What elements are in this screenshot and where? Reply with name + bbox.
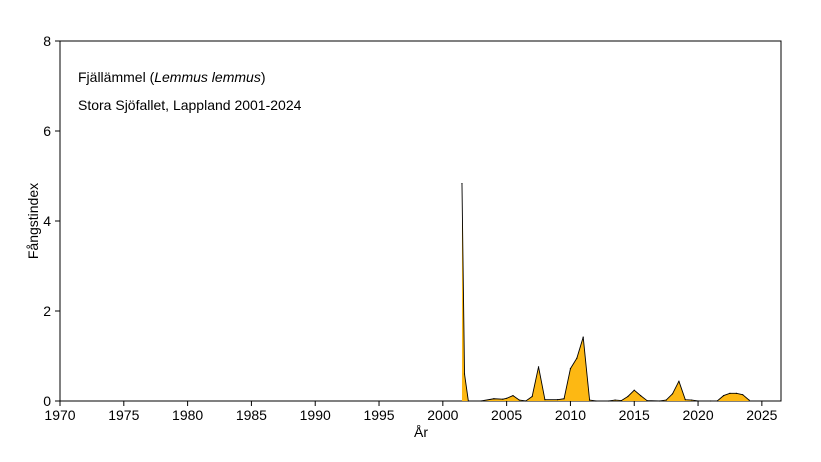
x-tick-label: 1980 [172,407,203,423]
x-tick-label: 1990 [300,407,331,423]
data-point [678,380,680,382]
data-point [557,399,559,401]
x-tick-label: 1985 [236,407,267,423]
y-tick-label: 6 [43,123,51,139]
x-tick-label: 1975 [108,407,139,423]
data-point [646,399,648,402]
x-tick-label: 2025 [746,407,777,423]
x-tick-label: 2005 [491,407,522,423]
x-tick-label: 2010 [555,407,586,423]
annotation-site: Stora Sjöfallet, Lappland 2001-2024 [78,97,302,113]
data-point [640,395,642,397]
data-point [588,399,591,401]
x-tick-label: 2015 [619,407,650,423]
x-axis: 1970 1975 1980 1985 1990 1995 2000 2005 2010 2015… [44,401,778,423]
annotation-species: Fjällämmel (Lemmus lemmus) [78,69,266,85]
data-point [512,395,514,397]
data-point [627,395,629,398]
x-tick-label: 2000 [427,407,458,423]
data-point [544,399,546,401]
y-tick-label: 0 [43,393,51,409]
data-point [735,392,737,394]
x-tick-label: 1995 [363,407,394,423]
data-point [502,398,504,400]
data-point [748,399,750,401]
data-point [608,400,610,402]
data-point [684,399,686,401]
data-point [659,400,661,402]
data-point [582,336,584,338]
data-point [463,373,466,375]
series-layer [461,183,750,402]
data-point [525,400,527,402]
data-point [620,399,623,402]
data-point [518,399,521,401]
data-point [691,399,693,401]
data-point [506,397,508,399]
data-point [742,394,744,396]
data-point [722,395,725,397]
data-point [467,400,469,402]
y-axis-title: Fångstindex [25,183,41,259]
data-point [633,389,635,391]
data-point [531,395,533,398]
data-point [493,398,495,400]
data-point [576,357,578,359]
x-tick-label: 2020 [682,407,713,423]
y-tick-label: 2 [43,303,51,319]
y-tick-label: 4 [43,213,51,229]
data-point [716,400,718,402]
data-point [710,400,712,402]
data-point [537,366,540,368]
x-axis-title: År [414,424,428,440]
data-point [729,392,731,394]
data-point [569,368,572,370]
y-tick-label: 8 [43,33,51,49]
data-point [480,400,482,402]
data-point [461,183,463,185]
y-axis: 0 2 4 6 8 [43,33,60,409]
data-point [671,393,674,395]
data-point [595,400,597,402]
data-point [614,399,616,401]
x-tick-label: 1970 [44,407,75,423]
data-point [665,399,667,401]
data-point [563,398,565,400]
plot-frame [59,40,782,402]
